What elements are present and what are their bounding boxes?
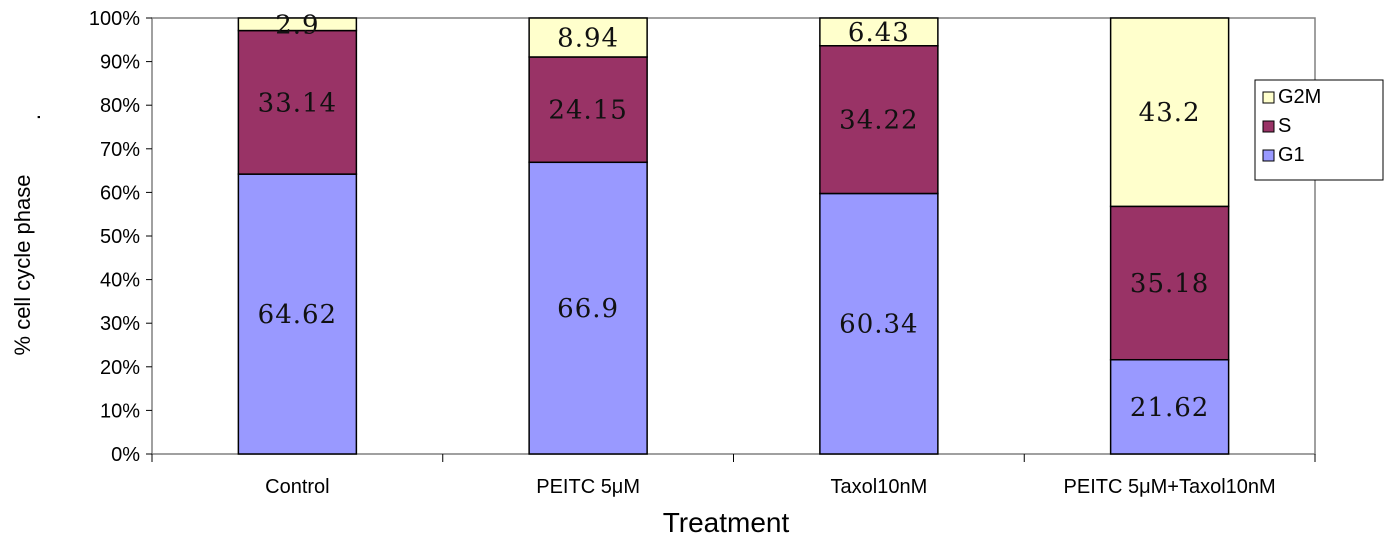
bar-segment-g1 [237, 173, 358, 455]
legend-label: G2M [1278, 86, 1321, 108]
y-tick-label: 90% [100, 52, 140, 74]
bar-segment-g2m [528, 17, 648, 58]
legend-swatch-s [1262, 120, 1275, 133]
x-tick-label: Control [265, 476, 329, 498]
y-tick-label: 60% [100, 182, 140, 204]
bar-segment-g2m [237, 17, 358, 32]
data-label: 43.2 [1139, 98, 1201, 128]
y-tick-label: 40% [100, 270, 140, 292]
y-tick-label: 20% [100, 357, 140, 379]
x-axis: Control PEITC 5μM Taxol10nM PEITC 5μM+Taxol… [151, 454, 1316, 498]
y-axis-label: % cell cycle phase [10, 175, 35, 356]
data-label: 21.62 [1130, 393, 1209, 423]
data-label: 6.43 [848, 18, 910, 48]
y-axis-label-suffix: . [20, 114, 45, 120]
legend-box [1254, 79, 1384, 181]
y-tick-label: 10% [100, 400, 140, 422]
bar-segment-g2m [1109, 17, 1230, 208]
bar-segment-g1 [819, 192, 939, 455]
y-tick-label: 0% [111, 444, 140, 466]
legend-swatch-g2m [1262, 91, 1275, 104]
data-label: 60.34 [839, 310, 918, 340]
legend-label: G1 [1278, 144, 1305, 166]
y-tick-label: 80% [100, 95, 140, 117]
bar-segment-s [1109, 205, 1230, 361]
legend: G2M S G1 [1254, 79, 1384, 181]
data-label: 64.62 [258, 300, 337, 330]
legend-label: S [1278, 115, 1291, 137]
bars-group: 64.62 33.14 2.9 66.9 24.15 8.94 60.34 34.22 6.43… [237, 10, 1230, 455]
data-label: 2.9 [275, 10, 319, 40]
y-tick-label: 70% [100, 139, 140, 161]
x-tick-label: PEITC 5μM [536, 476, 640, 498]
data-label: 34.22 [839, 106, 918, 136]
bar-segment-s [237, 29, 358, 175]
bar-segment-g2m [819, 17, 939, 47]
x-tick-label: PEITC 5μM+Taxol10nM [1064, 476, 1276, 498]
x-axis-label: Treatment [663, 507, 790, 538]
data-label: 66.9 [557, 294, 619, 324]
y-axis: 0% 10% 20% 30% 40% 50% 60% 70% 80% 90% 100% [89, 8, 152, 466]
x-tick-label: Taxol10nM [831, 476, 928, 498]
data-label: 24.15 [548, 96, 627, 126]
legend-swatch-g1 [1262, 149, 1275, 162]
legend-items: G2M S G1 [1262, 86, 1321, 166]
bar-segment-g1 [1109, 358, 1230, 455]
bar-segment-s [819, 45, 939, 195]
bar-segment-s [528, 56, 648, 164]
y-tick-label: 50% [100, 226, 140, 248]
data-label: 8.94 [557, 23, 619, 53]
data-label: 35.18 [1130, 269, 1209, 299]
y-tick-label: 100% [89, 8, 140, 30]
y-tick-label: 30% [100, 313, 140, 335]
data-label: 33.14 [258, 88, 337, 118]
